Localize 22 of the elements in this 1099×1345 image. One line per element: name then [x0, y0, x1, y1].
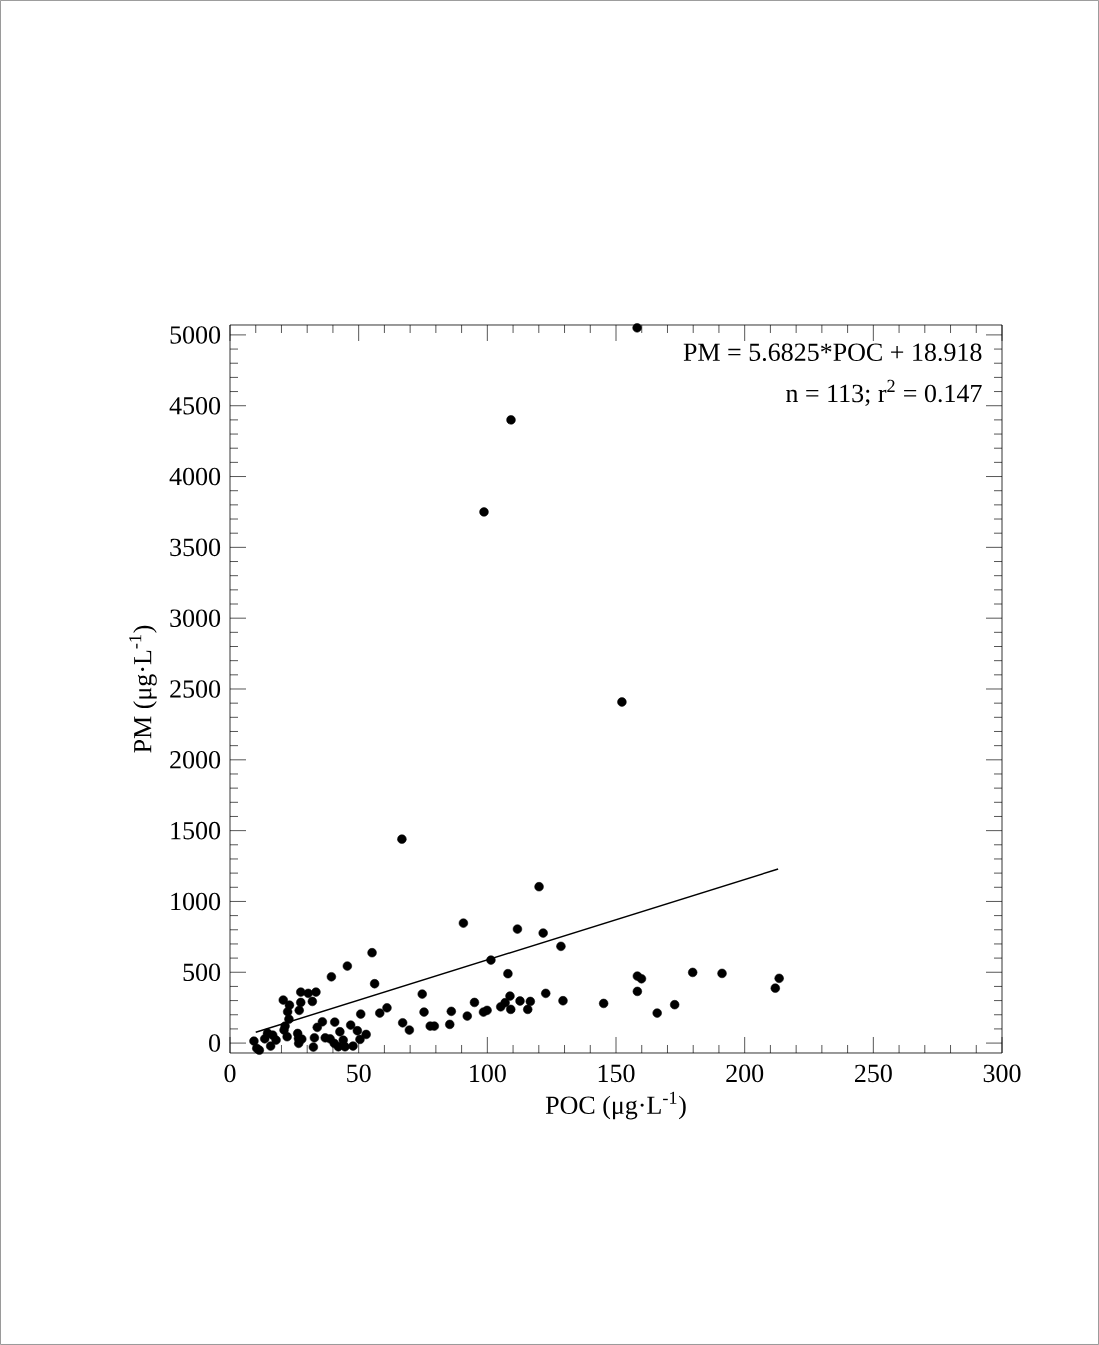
y-tick-label: 3000: [170, 609, 221, 627]
y-tick-label: 1500: [171, 821, 221, 840]
x-tick-label: 100: [470, 1064, 506, 1083]
x-tick-label: 50: [347, 1064, 371, 1083]
y-tick-label: 4000: [169, 467, 221, 486]
y-tick-label: 500: [183, 963, 221, 982]
y-tick-label: 5000: [170, 326, 221, 344]
y-tick-label: 0: [209, 1034, 221, 1052]
y-tick-label: 4500: [169, 396, 221, 415]
y-tick-label: 2000: [170, 751, 221, 769]
y-tick-label: 2500: [170, 680, 221, 698]
x-tick-label: 0: [224, 1064, 236, 1083]
annotation: n = 113; r$^{2}$ = 0.147: [786, 379, 982, 406]
y-tick-label: 3500: [170, 538, 221, 557]
annotation: PM = 5.6825*POC + 18.918: [683, 343, 982, 362]
x-tick-label: 150: [598, 1064, 635, 1083]
x-tick-label: 200: [726, 1064, 764, 1083]
x-tick-label: 250: [854, 1064, 892, 1083]
x-axis-title: POC (μg·L$^{-1}$): [545, 1091, 686, 1120]
y-tick-label: 1000: [171, 892, 221, 911]
y-axis-title: PM (μg·L$^{-1}$): [129, 625, 157, 753]
x-tick-label: 300: [983, 1064, 1021, 1083]
